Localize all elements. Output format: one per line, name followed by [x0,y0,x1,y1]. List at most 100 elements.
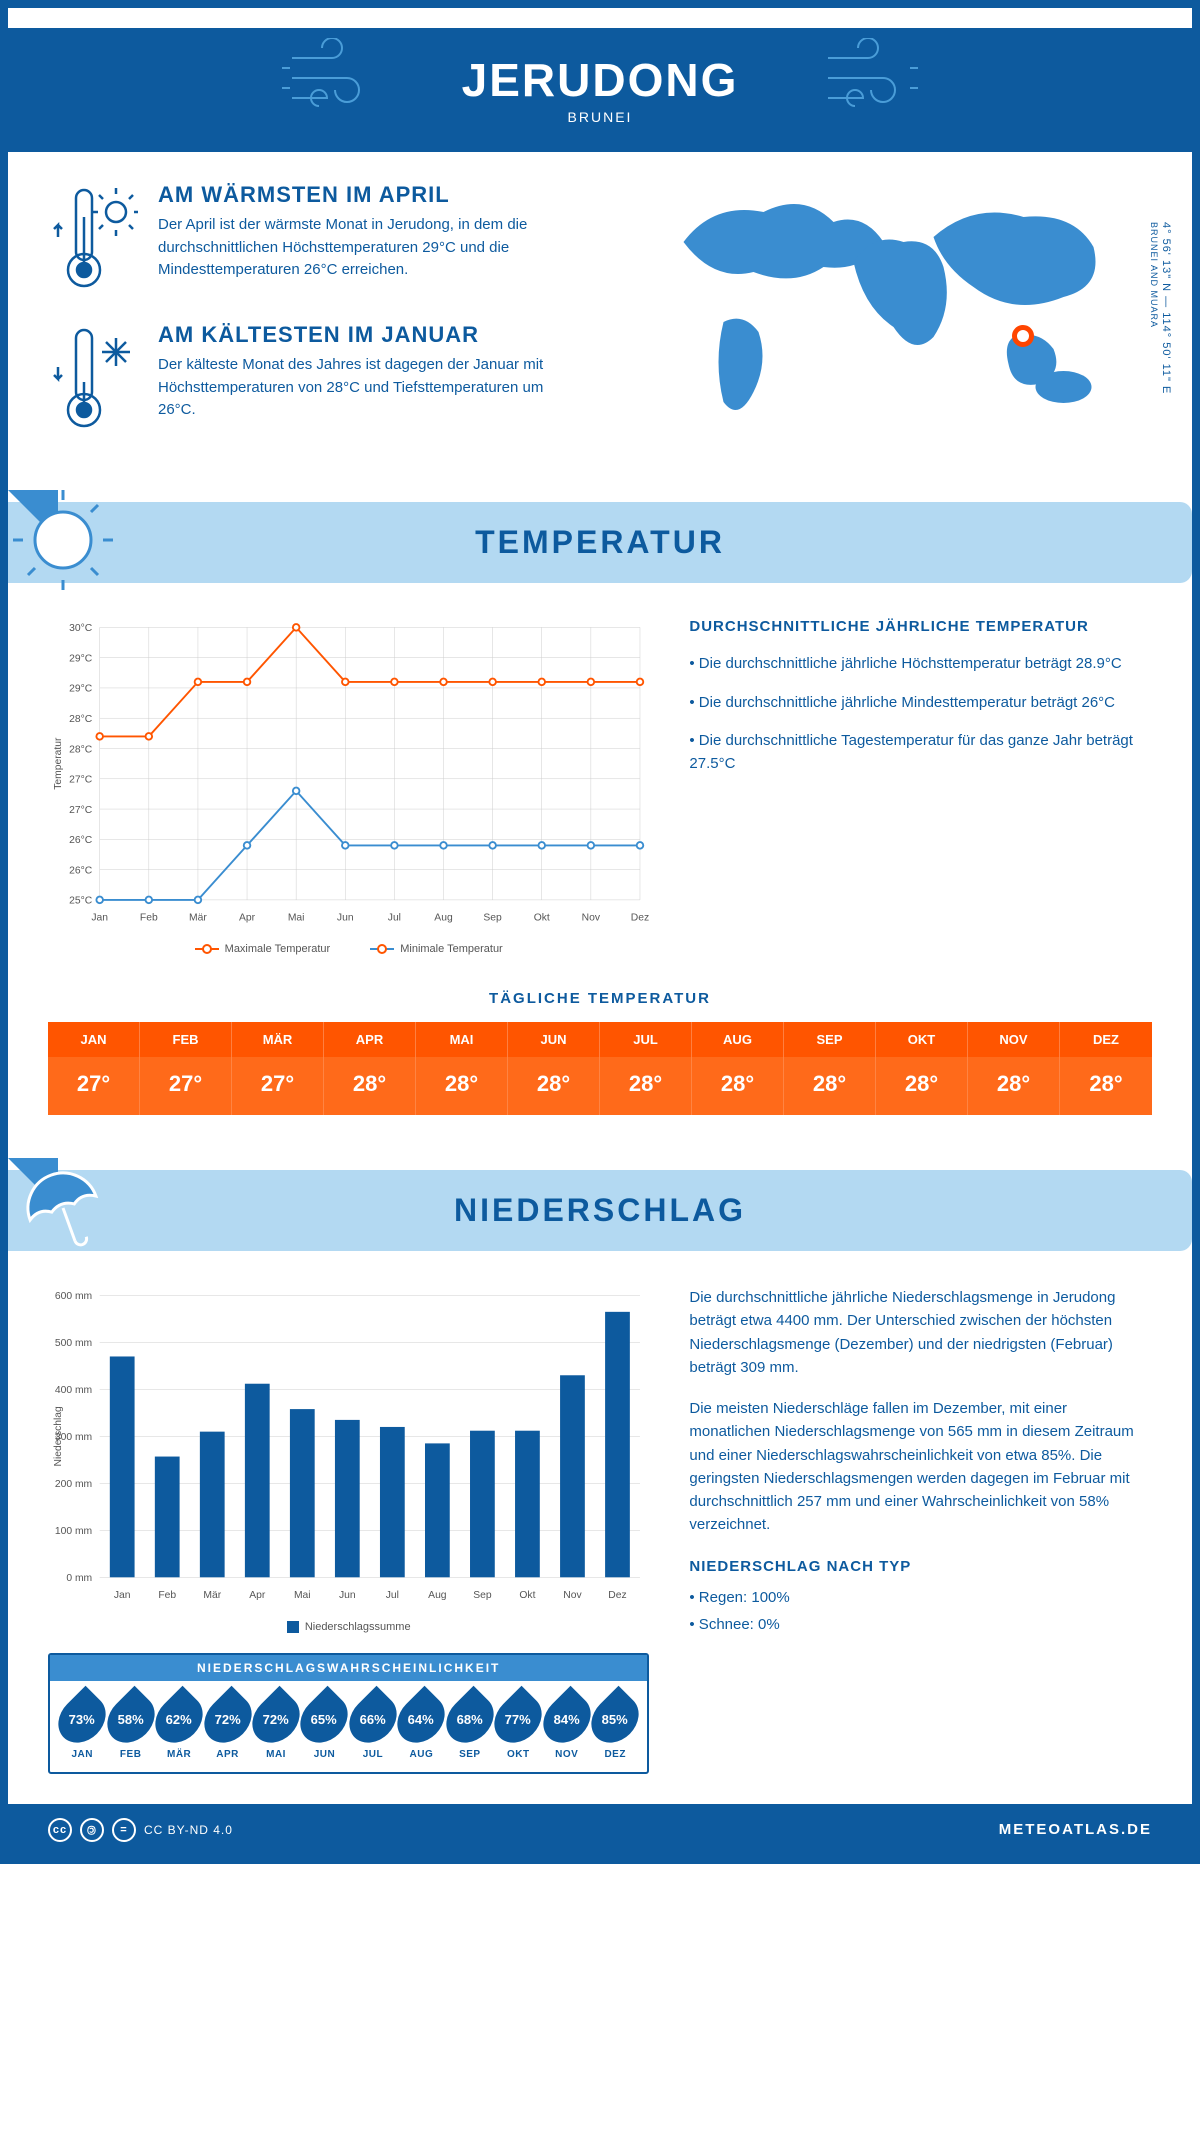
svg-text:Jul: Jul [386,1590,399,1601]
svg-text:Sep: Sep [473,1590,492,1601]
warmest-fact: AM WÄRMSTEN IM APRIL Der April ist der w… [48,182,585,297]
svg-text:27°C: 27°C [69,775,93,786]
precip-probability-box: NIEDERSCHLAGSWAHRSCHEINLICHKEIT 73%JAN58… [48,1653,649,1774]
intro-row: AM WÄRMSTEN IM APRIL Der April ist der w… [48,182,1152,462]
temperature-line-chart: 25°C 26°C 26°C 27°C 27°C 28°C 28°C 29°C 29°C 30°C… [48,618,649,955]
svg-text:Mär: Mär [203,1590,221,1601]
svg-text:500 mm: 500 mm [55,1338,92,1349]
daily-temp-col: FEB27° [140,1022,232,1115]
sun-icon [8,490,118,595]
daily-temp-col: AUG28° [692,1022,784,1115]
coordinates-label: 4° 56' 13" N — 114° 50' 11" E BRUNEI AND… [1148,222,1172,394]
temperature-info: DURCHSCHNITTLICHE JÄHRLICHE TEMPERATUR •… [689,618,1152,955]
page-footer: cc 🄯 = CC BY-ND 4.0 METEOATLAS.DE [8,1804,1192,1856]
umbrella-icon [8,1158,118,1263]
thermometer-hot-icon [48,182,138,297]
daily-temp-col: OKT28° [876,1022,968,1115]
daily-temp-table: JAN27°FEB27°MÄR27°APR28°MAI28°JUN28°JUL2… [48,1022,1152,1115]
svg-text:Niederschlag: Niederschlag [53,1406,64,1467]
precip-probability-drop: 72%APR [205,1693,249,1760]
cc-icon: cc [48,1818,72,1842]
precip-probability-drop: 65%JUN [302,1693,346,1760]
svg-text:26°C: 26°C [69,865,93,876]
daily-temp-col: APR28° [324,1022,416,1115]
svg-text:28°C: 28°C [69,714,93,725]
daily-temp-col: MÄR27° [232,1022,324,1115]
svg-text:Sep: Sep [483,913,502,924]
svg-text:Jun: Jun [337,913,354,924]
precip-legend: Niederschlagssumme [48,1621,649,1633]
temperature-title: TEMPERATUR [8,524,1192,561]
svg-text:Dez: Dez [608,1590,626,1601]
svg-text:Okt: Okt [519,1590,535,1601]
svg-text:400 mm: 400 mm [55,1385,92,1396]
precip-probability-drop: 85%DEZ [593,1693,637,1760]
svg-text:26°C: 26°C [69,835,93,846]
daily-temp-col: MAI28° [416,1022,508,1115]
precip-probability-drop: 66%JUL [351,1693,395,1760]
svg-text:Jul: Jul [388,913,401,924]
svg-text:200 mm: 200 mm [55,1479,92,1490]
wind-icon [818,38,918,118]
svg-text:100 mm: 100 mm [55,1526,92,1537]
license-label: CC BY-ND 4.0 [144,1823,233,1837]
precip-probability-drop: 77%OKT [496,1693,540,1760]
svg-text:29°C: 29°C [69,653,93,664]
daily-temp-col: SEP28° [784,1022,876,1115]
site-name: METEOATLAS.DE [999,1821,1152,1838]
svg-text:30°C: 30°C [69,623,93,634]
world-map-panel: 4° 56' 13" N — 114° 50' 11" E BRUNEI AND… [615,182,1152,462]
svg-text:Temperatur: Temperatur [53,737,64,790]
svg-text:27°C: 27°C [69,805,93,816]
svg-text:Jan: Jan [91,913,108,924]
daily-temp-col: JUN28° [508,1022,600,1115]
precip-probability-drop: 62%MÄR [157,1693,201,1760]
by-icon: 🄯 [80,1818,104,1842]
svg-text:Dez: Dez [631,913,649,924]
precip-title: NIEDERSCHLAG [8,1192,1192,1229]
daily-temp-title: TÄGLICHE TEMPERATUR [48,990,1152,1007]
temperature-legend: .legend-swatch:nth-child(1)::after{borde… [48,943,649,955]
precip-probability-drop: 64%AUG [399,1693,443,1760]
svg-text:0 mm: 0 mm [66,1573,92,1584]
location-subtitle: BRUNEI [462,109,739,125]
svg-text:Apr: Apr [249,1590,266,1601]
warmest-text: Der April ist der wärmste Monat in Jerud… [158,214,578,282]
precip-probability-drop: 84%NOV [545,1693,589,1760]
svg-text:Mai: Mai [288,913,305,924]
svg-text:Mai: Mai [294,1590,311,1601]
page-container: JERUDONG BRUNEI AM WÄRMSTEN IM APRIL Der… [0,0,1200,1864]
warmest-title: AM WÄRMSTEN IM APRIL [158,182,578,208]
svg-text:Nov: Nov [582,913,601,924]
precip-probability-drop: 72%MAI [254,1693,298,1760]
coldest-fact: AM KÄLTESTEN IM JANUAR Der kälteste Mona… [48,322,585,437]
svg-text:Nov: Nov [563,1590,582,1601]
svg-text:28°C: 28°C [69,744,93,755]
precip-info: Die durchschnittliche jährliche Niedersc… [689,1286,1152,1773]
precip-probability-drop: 68%SEP [448,1693,492,1760]
coldest-text: Der kälteste Monat des Jahres ist dagege… [158,354,578,422]
precip-section-header: NIEDERSCHLAG [8,1170,1192,1251]
license-badges: cc 🄯 = CC BY-ND 4.0 [48,1818,233,1842]
thermometer-cold-icon [48,322,138,437]
temperature-section-header: TEMPERATUR [8,502,1192,583]
wind-icon [282,38,382,118]
svg-text:Aug: Aug [428,1590,447,1601]
svg-text:Jun: Jun [339,1590,356,1601]
daily-temp-col: NOV28° [968,1022,1060,1115]
svg-text:Jan: Jan [114,1590,131,1601]
daily-temp-col: JUL28° [600,1022,692,1115]
svg-text:600 mm: 600 mm [55,1291,92,1302]
precip-probability-drop: 73%JAN [60,1693,104,1760]
svg-text:Mär: Mär [189,913,207,924]
svg-text:Feb: Feb [140,913,158,924]
coldest-title: AM KÄLTESTEN IM JANUAR [158,322,578,348]
location-title: JERUDONG [462,53,739,107]
svg-text:25°C: 25°C [69,896,93,907]
svg-text:Aug: Aug [434,913,453,924]
page-header: JERUDONG BRUNEI [8,28,1192,152]
svg-text:Okt: Okt [534,913,550,924]
precip-probability-drop: 58%FEB [108,1693,152,1760]
precip-bar-chart: 0 mm100 mm200 mm300 mm400 mm500 mm600 mm… [48,1286,649,1632]
svg-text:29°C: 29°C [69,684,93,695]
